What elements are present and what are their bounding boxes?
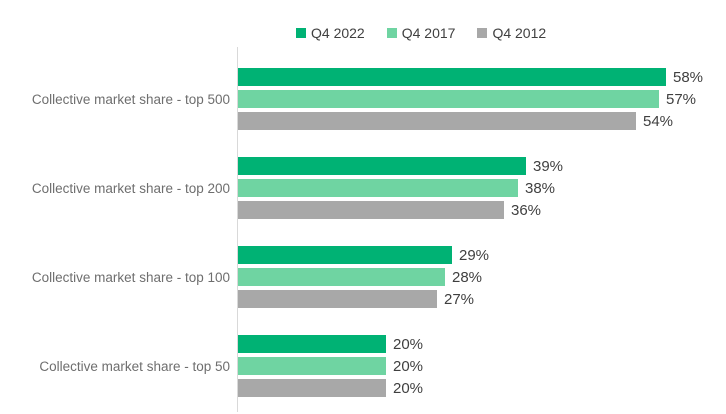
bar-stack: 58% 57% 54% bbox=[238, 68, 703, 130]
legend-label: Q4 2017 bbox=[401, 25, 456, 41]
value-label: 39% bbox=[533, 157, 564, 175]
value-label: 54% bbox=[643, 112, 674, 130]
plot-groups: Collective market share - top 500 58% 57% 5… bbox=[0, 68, 703, 397]
chart-legend: Q4 2022 Q4 2017 Q4 2012 bbox=[296, 25, 546, 41]
y-axis-line bbox=[237, 47, 238, 412]
value-label: 36% bbox=[511, 201, 542, 219]
bar bbox=[238, 357, 386, 375]
bar bbox=[238, 90, 659, 108]
bar-group: Collective market share - top 200 39% 38% 3… bbox=[0, 157, 703, 219]
category-label: Collective market share - top 200 bbox=[31, 180, 230, 196]
value-label: 20% bbox=[393, 357, 424, 375]
bar-stack: 39% 38% 36% bbox=[238, 157, 563, 219]
bar bbox=[238, 379, 386, 397]
value-label: 38% bbox=[525, 179, 556, 197]
bar bbox=[238, 68, 666, 86]
bar-row: 27% bbox=[238, 290, 489, 308]
bar-row: 29% bbox=[238, 246, 489, 264]
legend-item: Q4 2022 bbox=[296, 25, 365, 41]
value-label: 58% bbox=[673, 68, 704, 86]
value-label: 57% bbox=[666, 90, 697, 108]
bar bbox=[238, 246, 452, 264]
bar-group: Collective market share - top 100 29% 28% 2… bbox=[0, 246, 703, 308]
bar-row: 54% bbox=[238, 112, 703, 130]
legend-label: Q4 2022 bbox=[311, 25, 365, 41]
bar bbox=[238, 179, 518, 197]
category-label: Collective market share - top 50 bbox=[39, 358, 230, 374]
legend-swatch-icon bbox=[386, 28, 397, 38]
bar bbox=[238, 268, 445, 286]
bar-stack: 29% 28% 27% bbox=[238, 246, 489, 308]
value-label: 20% bbox=[393, 335, 424, 353]
bar bbox=[238, 335, 386, 353]
bar bbox=[238, 290, 437, 308]
value-label: 28% bbox=[452, 268, 483, 286]
bar bbox=[238, 201, 504, 219]
legend-swatch-icon bbox=[477, 28, 488, 38]
bar-row: 20% bbox=[238, 335, 423, 353]
value-label: 29% bbox=[459, 246, 490, 264]
bar-group: Collective market share - top 50 20% 20% 20… bbox=[0, 335, 703, 397]
bar-row: 38% bbox=[238, 179, 563, 197]
bar-group: Collective market share - top 500 58% 57% 5… bbox=[0, 68, 703, 130]
bar-row: 58% bbox=[238, 68, 703, 86]
bar-row: 20% bbox=[238, 357, 423, 375]
legend-item: Q4 2017 bbox=[386, 25, 456, 41]
value-label: 27% bbox=[444, 290, 475, 308]
category-label: Collective market share - top 500 bbox=[31, 91, 230, 107]
bar-row: 36% bbox=[238, 201, 563, 219]
bar-stack: 20% 20% 20% bbox=[238, 335, 423, 397]
bar bbox=[238, 157, 526, 175]
category-label: Collective market share - top 100 bbox=[31, 269, 230, 285]
bar bbox=[238, 112, 636, 130]
bar-row: 28% bbox=[238, 268, 489, 286]
bar-row: 20% bbox=[238, 379, 423, 397]
legend-item: Q4 2012 bbox=[477, 25, 546, 41]
value-label: 20% bbox=[393, 379, 424, 397]
bar-row: 39% bbox=[238, 157, 563, 175]
bar-row: 57% bbox=[238, 90, 703, 108]
legend-label: Q4 2012 bbox=[492, 25, 547, 41]
legend-swatch-icon bbox=[296, 28, 306, 38]
